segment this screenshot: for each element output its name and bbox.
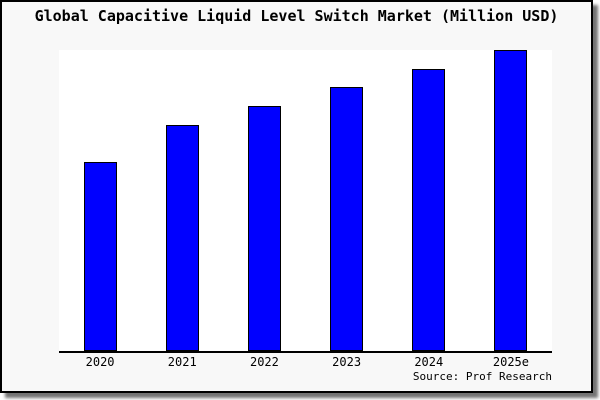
source-credit: Source: Prof Research <box>412 370 552 383</box>
bar-2021 <box>165 125 199 351</box>
bar-2022 <box>247 106 281 351</box>
x-tick-label-2020: 2020 <box>85 355 115 369</box>
bar-2025e <box>494 50 528 351</box>
bar-2023 <box>330 87 364 351</box>
bar-slot-2022 <box>223 50 305 351</box>
chart-card: Global Capacitive Liquid Level Switch Ma… <box>0 0 593 393</box>
x-tick-label-2025e: 2025e <box>492 355 529 369</box>
bar-slot-2023 <box>306 50 388 351</box>
x-tick-label-2021: 2021 <box>167 355 197 369</box>
bar-2024 <box>412 69 446 351</box>
x-tick-label-2024: 2024 <box>414 355 444 369</box>
x-axis-line <box>59 351 552 353</box>
bar-slot-2021 <box>141 50 223 351</box>
x-axis-labels: 2020 2021 2022 2023 2024 2025e <box>59 356 552 369</box>
bar-slot-2024 <box>388 50 470 351</box>
x-tick-label-2022: 2022 <box>249 355 279 369</box>
plot-area <box>59 50 552 351</box>
bar-slot-2020 <box>59 50 141 351</box>
chart-title: Global Capacitive Liquid Level Switch Ma… <box>34 7 559 25</box>
bar-slot-2025e <box>470 50 552 351</box>
bar-2020 <box>83 162 117 351</box>
x-tick-label-2023: 2023 <box>332 355 362 369</box>
